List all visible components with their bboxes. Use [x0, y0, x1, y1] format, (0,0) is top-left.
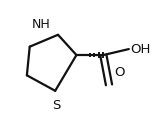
Text: O: O [115, 66, 125, 79]
Text: S: S [52, 99, 61, 112]
Text: NH: NH [32, 18, 51, 31]
Text: OH: OH [130, 43, 151, 56]
